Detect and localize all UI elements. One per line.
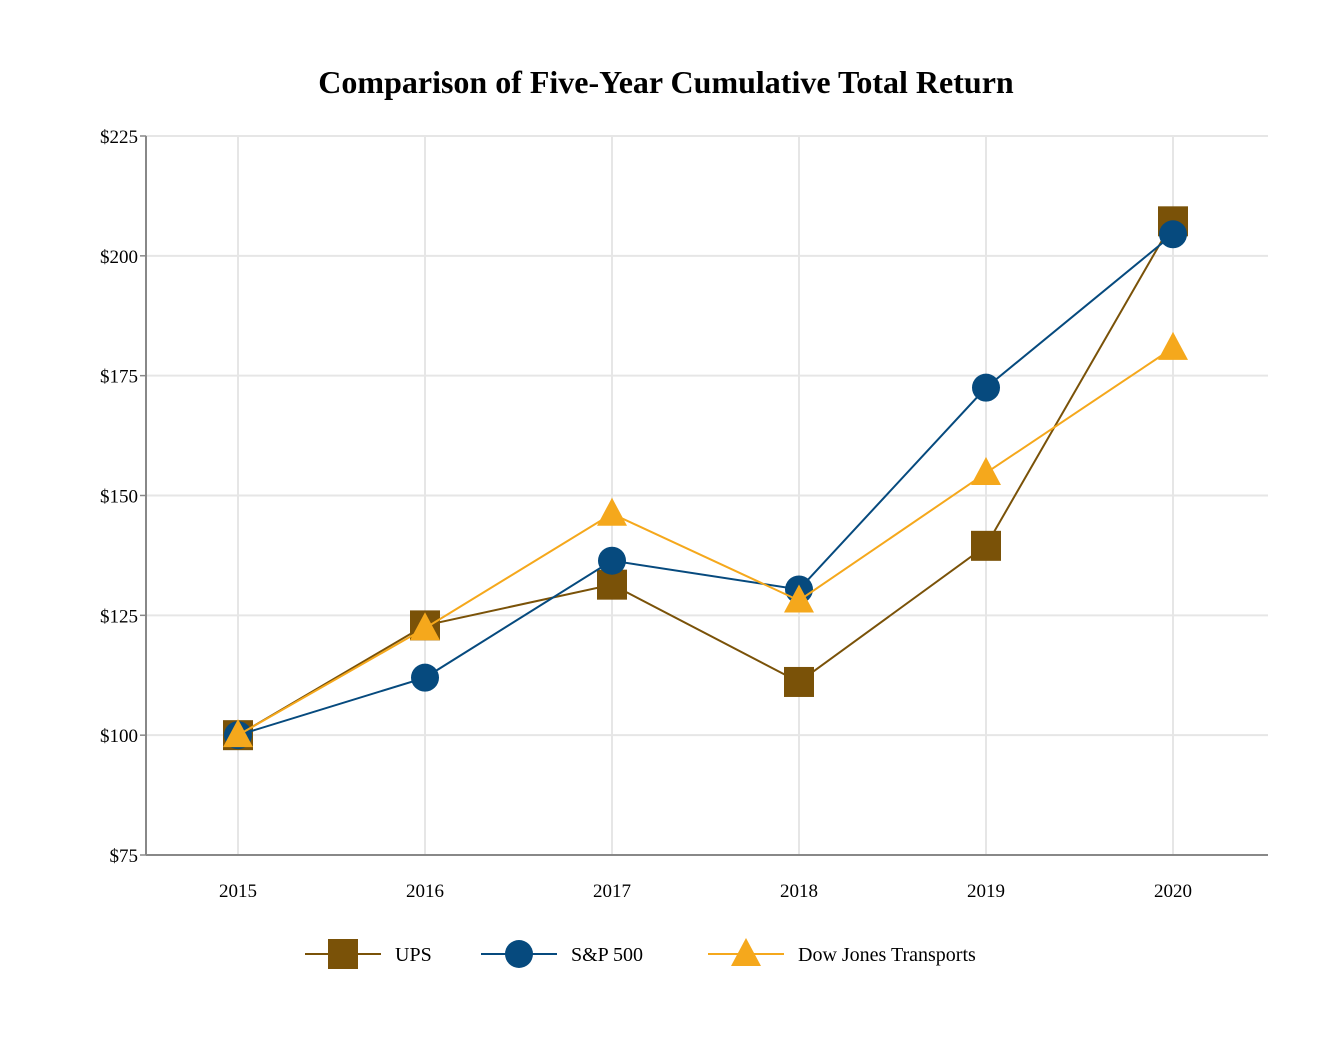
y-tick-label: $125 bbox=[100, 606, 138, 627]
x-tick-label: 2019 bbox=[967, 881, 1005, 902]
x-tick-label: 2015 bbox=[219, 881, 257, 902]
y-tick-label: $75 bbox=[110, 846, 139, 867]
x-tick-label: 2020 bbox=[1154, 881, 1192, 902]
data-point-circle bbox=[411, 663, 439, 692]
series-line bbox=[237, 347, 1174, 737]
legend-label: S&P 500 bbox=[571, 944, 643, 966]
legend-marker-triangle bbox=[731, 938, 761, 966]
series-ups bbox=[223, 206, 1188, 751]
data-point-circle bbox=[1159, 220, 1187, 249]
chart-title: Comparison of Five-Year Cumulative Total… bbox=[318, 64, 1014, 100]
data-point-triangle bbox=[971, 456, 1001, 485]
data-point-triangle bbox=[223, 719, 253, 748]
series-dow-jones-transports bbox=[223, 331, 1188, 748]
data-point-triangle bbox=[784, 584, 814, 613]
x-tick-label: 2016 bbox=[406, 881, 444, 902]
y-tick-label: $175 bbox=[100, 367, 138, 388]
data-point-circle bbox=[972, 373, 1000, 402]
series-line bbox=[237, 220, 1174, 737]
data-point-triangle bbox=[1158, 331, 1188, 360]
y-tick-label: $225 bbox=[100, 127, 138, 148]
data-point-square bbox=[971, 530, 1001, 561]
y-tick-label: $200 bbox=[100, 247, 138, 268]
legend-marker-circle bbox=[505, 940, 533, 968]
x-tick-label: 2017 bbox=[593, 881, 631, 902]
legend-entry: UPS bbox=[305, 939, 432, 969]
data-point-triangle bbox=[597, 497, 627, 526]
legend-label: UPS bbox=[395, 944, 432, 966]
y-tick-label: $150 bbox=[100, 487, 138, 508]
y-tick-label: $100 bbox=[100, 726, 138, 747]
data-point-triangle bbox=[410, 612, 440, 641]
data-point-square bbox=[784, 666, 814, 697]
data-point-circle bbox=[598, 546, 626, 575]
legend-marker-square bbox=[328, 939, 358, 969]
legend-label: Dow Jones Transports bbox=[798, 944, 976, 966]
series-line bbox=[237, 233, 1174, 737]
series-s-p-500 bbox=[224, 220, 1187, 750]
x-tick-label: 2018 bbox=[780, 881, 818, 902]
legend-entry: S&P 500 bbox=[481, 940, 643, 968]
legend-entry: Dow Jones Transports bbox=[708, 938, 976, 966]
